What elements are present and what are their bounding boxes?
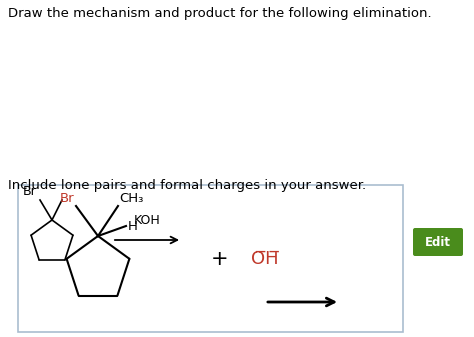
Text: Include lone pairs and formal charges in your answer.: Include lone pairs and formal charges in…	[8, 179, 366, 192]
Text: Br: Br	[59, 192, 74, 205]
Text: KOH: KOH	[134, 214, 160, 227]
Text: H: H	[128, 219, 138, 233]
FancyBboxPatch shape	[413, 228, 463, 256]
FancyBboxPatch shape	[18, 185, 403, 332]
Text: Br: Br	[23, 185, 37, 198]
Text: Edit: Edit	[425, 236, 451, 248]
Text: CH₃: CH₃	[119, 192, 143, 205]
Text: Draw the mechanism and product for the following elimination.: Draw the mechanism and product for the f…	[8, 7, 432, 20]
Text: O̅H̅: O̅H̅	[251, 250, 279, 268]
Text: +: +	[211, 249, 229, 269]
